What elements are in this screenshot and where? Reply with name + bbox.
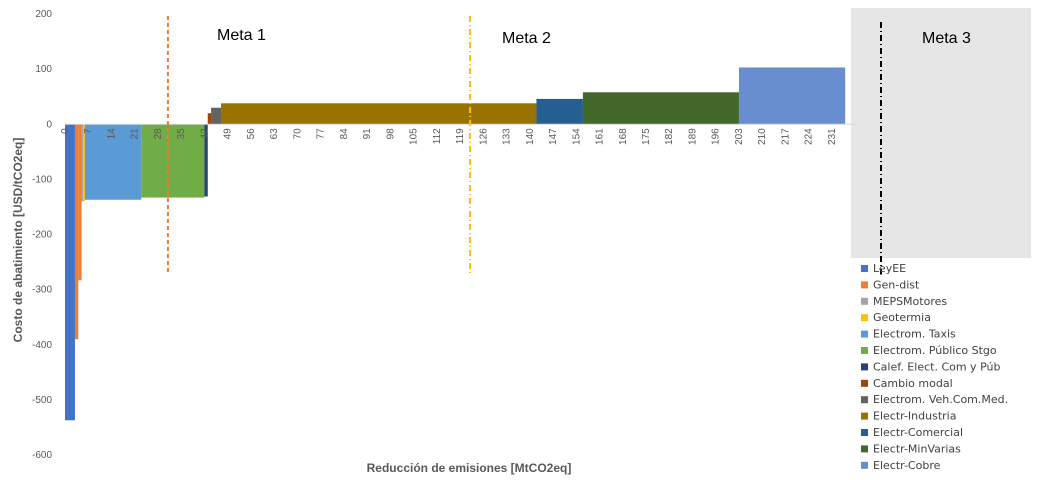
legend-entry: Electr-Comercial xyxy=(873,426,963,439)
x-tick-label: 133 xyxy=(502,128,513,145)
legend-swatch xyxy=(861,363,868,371)
x-tick-label: 210 xyxy=(757,128,768,145)
y-axis-ticks: 200 100 0 -100 -200 -300 -400 -500 -600 xyxy=(32,9,52,461)
x-tick-label: 98 xyxy=(385,128,396,140)
y-tick-label: -300 xyxy=(32,285,52,296)
y-tick-label: -100 xyxy=(32,174,52,185)
legend-entry: Electrom. Público Stgo xyxy=(873,344,997,357)
legend-entry: Electr-Industria xyxy=(873,410,956,423)
x-tick-label: 56 xyxy=(246,128,257,140)
bars xyxy=(65,67,846,421)
x-tick-label: 168 xyxy=(618,128,629,145)
y-tick-label: 100 xyxy=(35,64,52,75)
bar-cambio-modal xyxy=(207,113,212,125)
x-tick-label: 161 xyxy=(595,128,606,145)
legend-swatch xyxy=(861,314,868,322)
legend-swatch xyxy=(861,461,868,469)
x-tick-label: 217 xyxy=(780,128,791,145)
x-tick-label: 42 xyxy=(199,128,210,140)
x-tick-label: 147 xyxy=(548,128,559,145)
bar-electr-industria xyxy=(221,103,537,125)
bar-geotermia xyxy=(83,124,85,201)
legend-swatch xyxy=(861,265,868,272)
bar-mepsmotores xyxy=(81,124,84,202)
y-tick-label: -600 xyxy=(32,450,52,461)
x-tick-label: 189 xyxy=(687,128,698,145)
x-tick-label: 126 xyxy=(478,128,489,145)
legend-swatch xyxy=(861,445,868,453)
x-tick-label: 196 xyxy=(711,128,722,145)
legend-entry: Electr-MinVarias xyxy=(873,442,961,455)
x-tick-label: 224 xyxy=(804,128,815,145)
legend-entry: Electrom. Taxis xyxy=(873,328,956,341)
x-tick-label: 14 xyxy=(106,128,117,140)
y-tick-label: -500 xyxy=(32,395,52,406)
x-tick-label: 7 xyxy=(83,128,94,134)
legend: LeyEE Gen-dist MEPSMotores Geotermia Electro… xyxy=(861,262,1008,472)
legend-swatch xyxy=(861,297,868,305)
legend-swatch xyxy=(861,281,868,289)
x-tick-label: 49 xyxy=(223,128,234,140)
legend-entry: Electr-Cobre xyxy=(873,459,941,472)
x-tick-label: 112 xyxy=(432,128,443,144)
x-tick-label: 182 xyxy=(664,128,675,145)
x-tick-label: 35 xyxy=(176,128,187,140)
bar-gen-dist xyxy=(78,124,82,281)
x-tick-label: 154 xyxy=(571,128,582,145)
bar-gen-dist xyxy=(74,124,79,340)
x-tick-label: 175 xyxy=(641,128,652,145)
y-tick-label: -200 xyxy=(32,230,52,241)
y-axis-label: Costo de abatimiento [USD/tCO2eq] xyxy=(11,138,25,343)
x-tick-label: 70 xyxy=(292,128,303,140)
x-tick-label: 77 xyxy=(316,128,327,140)
x-tick-label: 28 xyxy=(153,128,164,140)
bar-electrom-veh-com-med- xyxy=(211,107,222,125)
bar-electr-minvarias xyxy=(582,92,739,125)
x-tick-label: 105 xyxy=(409,128,420,145)
x-tick-label: 140 xyxy=(525,128,536,145)
meta-lines: Meta 1 Meta 2 Meta 3 xyxy=(166,16,971,275)
bar-electr-comercial xyxy=(536,98,583,125)
legend-entry: Geotermia xyxy=(873,311,931,324)
legend-entry: MEPSMotores xyxy=(873,295,947,308)
x-tick-label: 203 xyxy=(734,128,745,145)
x-tick-label: 63 xyxy=(269,128,280,140)
bar-leyee xyxy=(65,124,75,421)
legend-entry: Electrom. Veh.Com.Med. xyxy=(873,393,1008,406)
legend-swatch xyxy=(861,379,868,387)
x-tick-label: 21 xyxy=(130,128,141,140)
x-axis-label: Reducción de emisiones [MtCO2eq] xyxy=(367,461,572,475)
legend-swatch xyxy=(861,412,868,420)
y-tick-label: 200 xyxy=(35,9,52,20)
legend-swatch xyxy=(861,429,868,436)
legend-entry: LeyEE xyxy=(873,262,906,275)
legend-entry: Calef. Elect. Com y Púb xyxy=(873,360,1000,373)
x-axis-ticks: 0 7 14 21 28 35 42 49 56 63 70 77 84 91 98 105 112 119 126… xyxy=(60,128,838,145)
bar-calef-elect-com-y-p-b xyxy=(204,124,208,197)
x-tick-label: 91 xyxy=(362,128,373,140)
legend-entry: Gen-dist xyxy=(873,278,920,291)
x-tick-label: 84 xyxy=(339,128,350,140)
legend-entry: Cambio modal xyxy=(873,377,953,390)
y-tick-label: 0 xyxy=(46,119,52,130)
meta-label: Meta 1 xyxy=(217,27,266,44)
x-tick-label: 231 xyxy=(827,128,838,145)
y-tick-label: -400 xyxy=(32,340,52,351)
bar-electrom-p-blico-stgo xyxy=(141,124,205,198)
legend-swatch xyxy=(861,330,868,338)
x-tick-label: 119 xyxy=(455,128,466,144)
bar-electrom-taxis xyxy=(84,124,142,200)
meta-label: Meta 2 xyxy=(502,30,551,47)
bar-electr-cobre xyxy=(738,67,846,125)
x-tick-label: 0 xyxy=(60,128,71,134)
legend-swatch xyxy=(861,396,868,404)
legend-swatch xyxy=(861,347,868,354)
meta-label: Meta 3 xyxy=(922,30,971,47)
